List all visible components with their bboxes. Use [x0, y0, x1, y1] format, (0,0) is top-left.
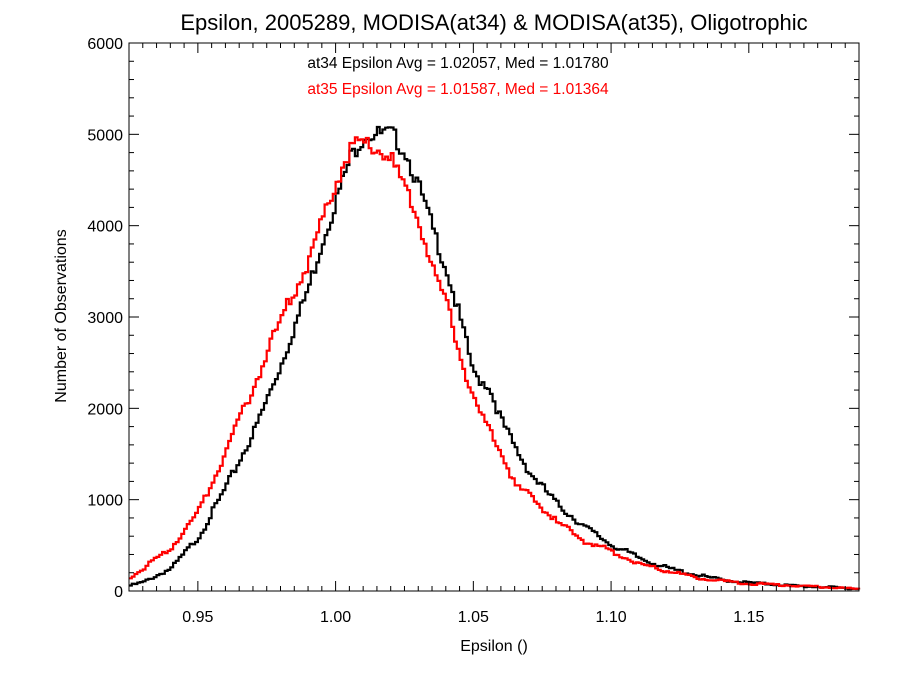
x-axis-label: Epsilon (): [460, 638, 528, 655]
x-tick-label: 1.15: [733, 609, 764, 626]
y-tick-label: 3000: [87, 310, 123, 327]
axes-layer: 0.95 1.00 1.05 1.10 1.15 0 1000 2000 3000 4000 500…: [87, 36, 860, 626]
y-tick-label: 4000: [87, 219, 123, 236]
annotation-at34: at34 Epsilon Avg = 1.02057, Med = 1.0178…: [307, 55, 609, 72]
y-tick-label: 5000: [87, 127, 123, 144]
y-axis-label: Number of Observations: [53, 229, 70, 402]
y-tick-label: 0: [114, 584, 123, 601]
series-line-0: [129, 125, 861, 591]
x-tick-label: 0.95: [182, 609, 213, 626]
x-tick-label: 1.10: [596, 609, 627, 626]
x-tick-label: 1.00: [320, 609, 351, 626]
y-tick-label: 1000: [87, 493, 123, 510]
x-tick-label: 1.05: [458, 609, 489, 626]
annotation-at35: at35 Epsilon Avg = 1.01587, Med = 1.0136…: [307, 81, 609, 98]
series-line-1: [129, 136, 861, 590]
series-layer: [129, 125, 861, 591]
y-tick-label: 6000: [87, 36, 123, 53]
chart-title: Epsilon, 2005289, MODISA(at34) & MODISA(…: [180, 10, 807, 35]
y-tick-label: 2000: [87, 401, 123, 418]
plot-frame: [128, 42, 860, 592]
